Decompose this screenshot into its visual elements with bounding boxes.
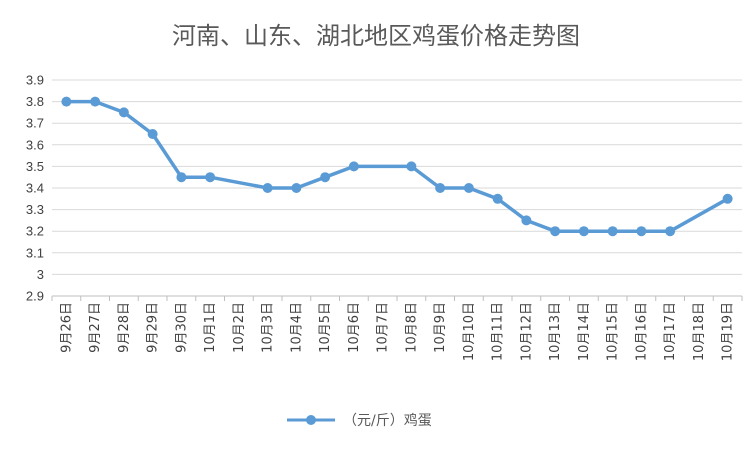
x-tick-label: 10月13日 bbox=[548, 302, 563, 361]
data-point bbox=[435, 183, 446, 193]
x-tick-label: 10月12日 bbox=[519, 302, 534, 361]
y-tick-label: 3.2 bbox=[26, 224, 44, 239]
x-tick-label: 10月19日 bbox=[721, 302, 736, 361]
legend[interactable]: （元/斤）鸡蛋 bbox=[287, 412, 432, 429]
x-tick-label: 9月28日 bbox=[117, 302, 132, 353]
data-point bbox=[262, 183, 273, 193]
data-point bbox=[521, 215, 532, 226]
data-point bbox=[463, 183, 474, 193]
x-tick-label: 10月11日 bbox=[491, 302, 506, 361]
x-tick-label: 10月8日 bbox=[404, 302, 419, 353]
data-point bbox=[320, 172, 331, 183]
x-tick-label: 10月5日 bbox=[318, 302, 333, 353]
x-tick-label: 10月17日 bbox=[663, 302, 678, 361]
x-tick-label: 9月30日 bbox=[174, 302, 189, 353]
data-point bbox=[607, 226, 618, 237]
y-tick-label: 3.4 bbox=[26, 181, 44, 196]
x-tick-label: 10月16日 bbox=[634, 302, 649, 361]
data-point bbox=[291, 183, 302, 193]
y-tick-label: 3.9 bbox=[26, 73, 44, 88]
y-axis-ticks: 2.9 3 3.1 3.2 3.3 3.4 3.5 3.6 3.7 3.8 3.9 bbox=[26, 73, 44, 304]
x-tick-label: 10月6日 bbox=[347, 302, 362, 353]
y-tick-label: 3.3 bbox=[26, 202, 44, 217]
data-point bbox=[118, 107, 129, 118]
series-layer bbox=[61, 96, 733, 237]
data-point bbox=[722, 193, 733, 204]
x-tick-label: 10月7日 bbox=[376, 302, 391, 353]
x-tick-label: 10月14日 bbox=[577, 302, 592, 361]
x-tick-label: 10月15日 bbox=[606, 302, 621, 361]
x-tick-label: 9月29日 bbox=[146, 302, 161, 353]
x-tick-label: 10月10日 bbox=[462, 302, 477, 361]
data-point bbox=[492, 193, 503, 204]
data-point bbox=[147, 129, 158, 139]
y-tick-label: 2.9 bbox=[26, 289, 44, 304]
data-point bbox=[176, 172, 187, 183]
x-axis-ticks: 9月26日 9月27日 9月28日 9月29日 9月30日 10月1日 10月2日 10月3日… bbox=[51, 296, 743, 361]
legend-label: （元/斤）鸡蛋 bbox=[343, 412, 432, 429]
data-point bbox=[636, 226, 647, 237]
x-tick-label: 9月27日 bbox=[88, 302, 103, 353]
data-point bbox=[550, 226, 561, 237]
x-tick-label: 10月9日 bbox=[433, 302, 448, 353]
data-point bbox=[90, 96, 101, 107]
y-tick-label: 3.7 bbox=[26, 116, 44, 131]
x-tick-label: 9月26日 bbox=[59, 302, 74, 353]
data-point bbox=[406, 161, 417, 172]
data-point bbox=[205, 172, 216, 183]
data-point bbox=[348, 161, 359, 172]
data-point bbox=[578, 226, 589, 237]
x-tick-label: 10月2日 bbox=[232, 302, 247, 353]
x-tick-label: 10月18日 bbox=[692, 302, 707, 361]
data-point bbox=[61, 96, 72, 107]
y-tick-label: 3 bbox=[37, 267, 44, 282]
legend-marker-swatch bbox=[306, 415, 316, 425]
gridlines bbox=[52, 79, 742, 297]
y-tick-label: 3.6 bbox=[26, 137, 44, 152]
x-tick-label: 10月1日 bbox=[203, 302, 218, 353]
y-tick-label: 3.1 bbox=[26, 245, 44, 260]
y-tick-label: 3.8 bbox=[26, 94, 44, 109]
chart-title: 河南、山东、湖北地区鸡蛋价格走势图 bbox=[172, 22, 580, 50]
x-tick-label: 10月3日 bbox=[261, 302, 276, 353]
x-tick-label: 10月4日 bbox=[289, 302, 304, 353]
data-point bbox=[665, 226, 676, 237]
y-tick-label: 3.5 bbox=[26, 159, 44, 174]
